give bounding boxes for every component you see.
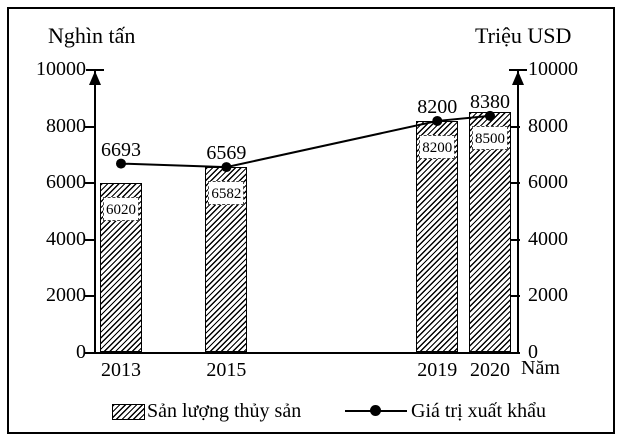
right-axis-tick-label-4000: 4000 xyxy=(528,227,568,250)
left-axis-tick-label-6000: 6000 xyxy=(46,171,86,194)
right-axis-tick-4000 xyxy=(508,238,520,241)
left-axis-tick-4000 xyxy=(84,238,96,241)
left-axis-line xyxy=(94,70,96,353)
legend-line-series-label: Giá trị xuất khẩu xyxy=(411,400,546,422)
bar-value-label-2013: 6020 xyxy=(103,196,139,221)
year-label-2013: 2013 xyxy=(101,359,141,381)
right-axis-tick-0 xyxy=(508,352,520,354)
left-axis-tick-8000 xyxy=(84,125,96,128)
right-axis-arrow-icon xyxy=(512,71,524,85)
point-value-label-2019: 8200 xyxy=(417,95,458,118)
legend-dot-icon xyxy=(370,405,381,416)
right-axis-tick-10000 xyxy=(509,69,527,71)
point-value-label-2013: 6693 xyxy=(101,138,141,161)
left-axis-tick-0 xyxy=(84,352,96,354)
left-axis-arrow-icon xyxy=(89,71,101,85)
left-axis-tick-label-4000: 4000 xyxy=(46,227,86,250)
bar-value-label-2020: 8500 xyxy=(472,126,508,151)
bar-value-label-2019: 8200 xyxy=(419,134,456,159)
left-axis-tick-label-2000: 2000 xyxy=(46,284,86,307)
year-label-2020: 2020 xyxy=(470,359,510,381)
point-value-label-2020: 8380 xyxy=(470,90,510,113)
left-axis-tick-10000 xyxy=(86,69,104,71)
left-axis-tick-label-0: 0 xyxy=(76,341,86,363)
left-axis-tick-label-10000: 10000 xyxy=(36,58,86,80)
point-value-label-2015: 6569 xyxy=(206,142,247,165)
right-axis-tick-label-2000: 2000 xyxy=(528,284,568,307)
legend-bar-series-label: Sản lượng thủy sản xyxy=(147,400,302,422)
left-axis-tick-2000 xyxy=(84,295,96,298)
legend-bar-swatch-icon xyxy=(112,404,145,420)
right-axis-tick-2000 xyxy=(508,295,520,298)
right-axis-tick-label-6000: 6000 xyxy=(528,171,568,194)
right-axis-tick-label-0: 0 xyxy=(528,341,538,363)
right-axis-line xyxy=(517,70,519,353)
x-axis-line xyxy=(94,352,520,354)
left-axis-tick-6000 xyxy=(84,182,96,185)
year-label-2019: 2019 xyxy=(417,359,458,381)
bar-value-label-2015: 6582 xyxy=(208,180,245,205)
left-axis-tick-label-8000: 8000 xyxy=(46,114,86,137)
right-axis-tick-label-10000: 10000 xyxy=(528,58,578,80)
x-axis-label: Năm xyxy=(521,357,560,379)
right-axis-tick-label-8000: 8000 xyxy=(528,114,568,137)
right-axis-tick-6000 xyxy=(508,182,520,185)
right-axis-title: Triệu USD xyxy=(475,23,572,48)
right-axis-tick-8000 xyxy=(508,125,520,128)
chart-frame-border xyxy=(7,7,615,434)
year-label-2015: 2015 xyxy=(206,359,247,381)
left-axis-title: Nghìn tấn xyxy=(48,23,136,48)
